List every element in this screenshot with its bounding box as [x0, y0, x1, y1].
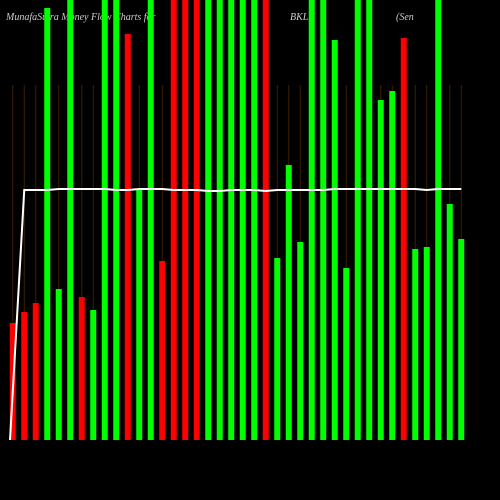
bar	[44, 8, 51, 440]
bar	[21, 312, 28, 440]
annotation: (Sen	[396, 12, 414, 23]
bar	[228, 0, 235, 440]
bar	[216, 0, 223, 440]
bar	[67, 0, 74, 440]
bar	[446, 204, 453, 440]
bar	[354, 0, 361, 440]
bar	[377, 100, 384, 440]
bar	[412, 249, 419, 440]
bar	[458, 239, 465, 440]
bar	[159, 261, 166, 440]
bar	[331, 40, 338, 440]
bar	[435, 0, 442, 440]
bar	[239, 0, 246, 440]
bar	[262, 0, 269, 440]
bar	[285, 165, 292, 440]
bar	[32, 303, 39, 440]
bar	[55, 289, 62, 440]
bar	[78, 297, 85, 440]
bar	[90, 310, 97, 440]
chart-subtitle: BKLN	[290, 12, 316, 23]
bar	[423, 247, 430, 440]
bar	[389, 91, 396, 440]
bar	[136, 190, 143, 440]
bar	[366, 0, 373, 440]
bar	[400, 38, 407, 440]
bar	[320, 0, 327, 440]
bar	[147, 0, 154, 440]
bar	[251, 0, 258, 440]
bar	[205, 0, 212, 440]
bar	[124, 34, 131, 440]
bar	[182, 0, 189, 440]
bar	[274, 258, 281, 440]
line	[9, 188, 462, 441]
bar	[308, 0, 315, 440]
bar	[193, 0, 200, 440]
bar	[170, 0, 177, 440]
bar	[113, 0, 120, 440]
bar	[297, 242, 304, 440]
bar	[343, 268, 350, 440]
chart-title: MunafaSutra Money Flow Charts for	[5, 12, 156, 23]
bar	[101, 0, 108, 440]
